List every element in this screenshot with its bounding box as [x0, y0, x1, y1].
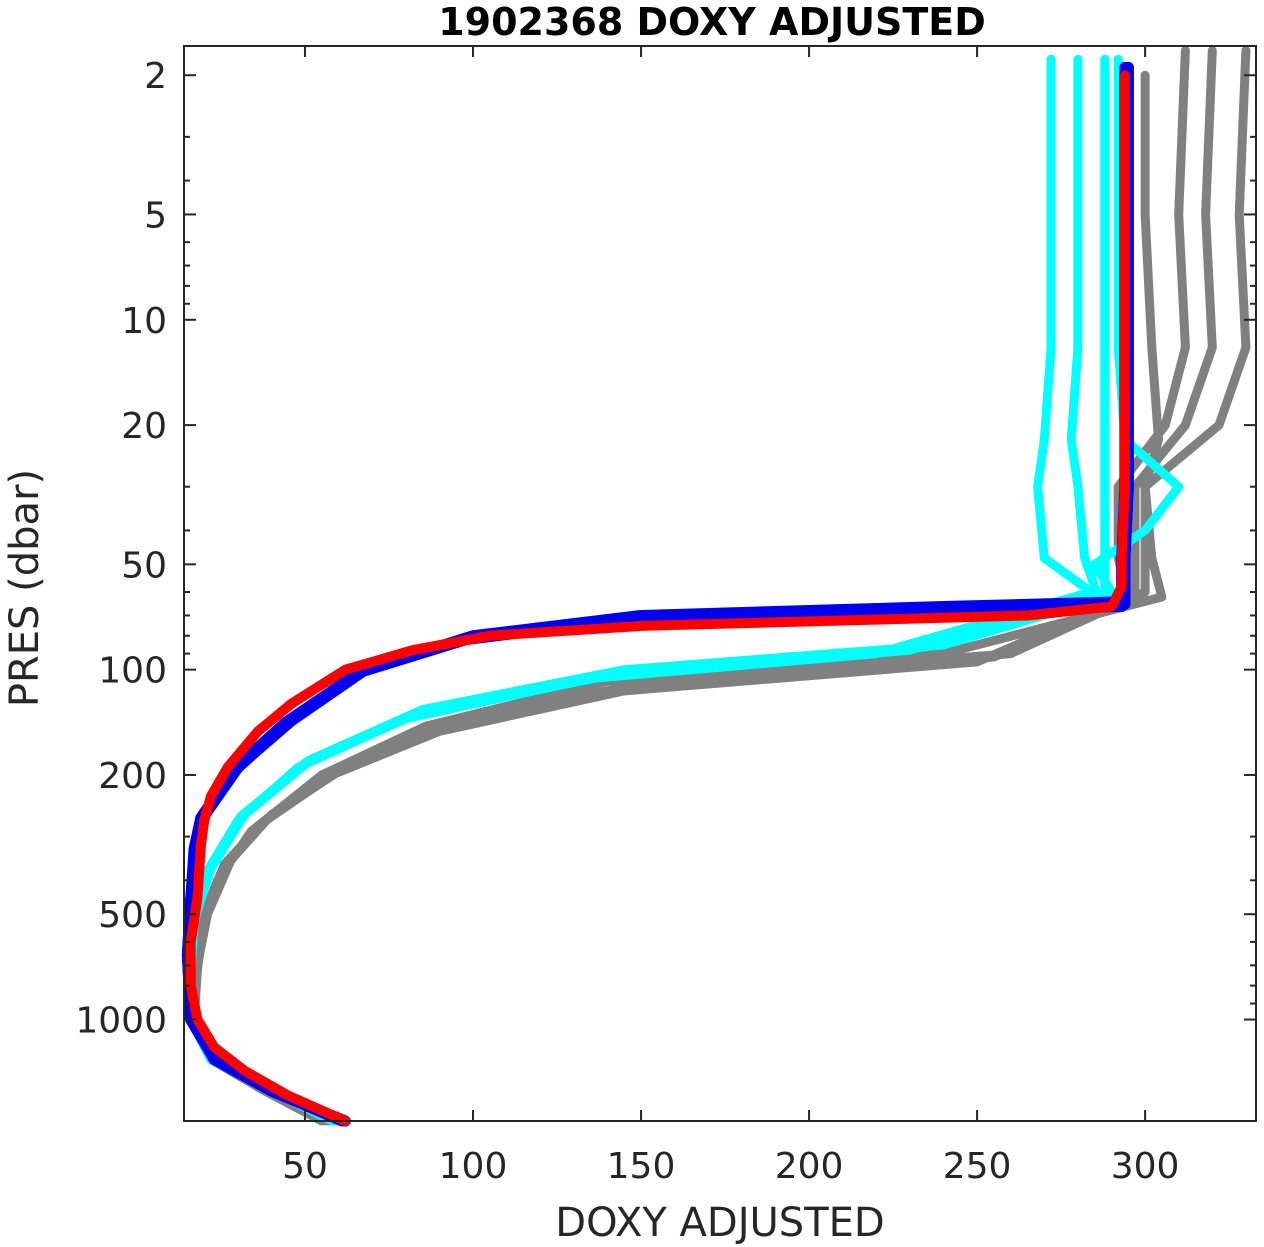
y-tick-label: 10: [121, 301, 167, 342]
y-tick-label: 20: [121, 406, 167, 447]
profile-line-5: [186, 54, 1110, 1126]
profile-line-11: [181, 61, 1134, 1127]
x-tick-label: 250: [943, 1146, 1012, 1187]
x-tick-label: 200: [775, 1146, 844, 1187]
profile-line-4: [189, 70, 1167, 1126]
series-layer: [181, 46, 1251, 1127]
y-tick-label: 200: [98, 756, 167, 797]
profile-line-2: [189, 46, 1217, 1126]
x-tick-label: 100: [439, 1146, 508, 1187]
x-tick-label: 300: [1111, 1146, 1180, 1187]
profile-line-7: [186, 54, 1096, 1126]
profile-line-8: [186, 54, 1184, 1126]
ticks-layer: 50 100 150 200 250 300 2 5 10 20 50 100 200 500 1000: [75, 46, 1256, 1187]
y-axis-label: PRES (dbar): [2, 469, 48, 707]
profile-line-12: [185, 70, 1130, 1126]
plot-frame: [183, 45, 1257, 1122]
y-tick-label: 1000: [75, 1001, 167, 1042]
y-tick-label: 50: [121, 545, 167, 586]
y-tick-label: 2: [144, 56, 167, 97]
y-tick-label: 5: [144, 195, 167, 236]
y-tick-label: 500: [98, 895, 167, 936]
y-tick-label: 100: [98, 651, 167, 692]
profile-line-3: [189, 46, 1190, 1126]
profile-line-9: [181, 61, 1134, 1127]
chart-title: 1902368 DOXY ADJUSTED: [438, 0, 986, 44]
x-axis-label: DOXY ADJUSTED: [555, 1200, 884, 1246]
profile-line-6: [186, 54, 1103, 1126]
profile-line-10: [181, 61, 1131, 1127]
x-tick-label: 150: [607, 1146, 676, 1187]
x-tick-label: 50: [282, 1146, 328, 1187]
